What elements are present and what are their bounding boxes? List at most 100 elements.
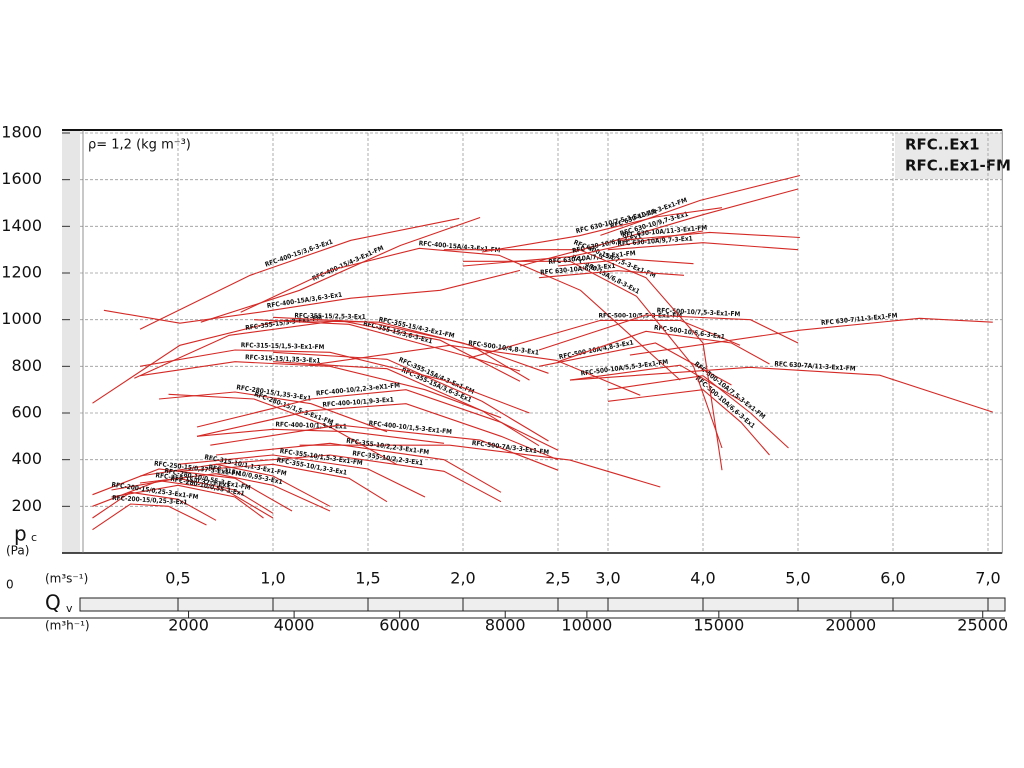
- fan-curve: [557, 330, 770, 365]
- curve-label: RFC-400-15/4-3-Ex1-FM: [311, 244, 385, 283]
- fan-curve: [607, 389, 770, 456]
- x-axis-label: Q: [45, 591, 61, 615]
- y-tick-label: 400: [11, 449, 42, 468]
- y-axis-unit: (Pa): [6, 544, 29, 558]
- curve-label: RFC-500-7A/3-3-Ex1-FM: [471, 439, 549, 457]
- x-tick-label: 2,0: [450, 569, 475, 588]
- fan-curve: [139, 361, 502, 419]
- curve-label: RFC-500-10/7,5-3-Ex1-FM: [657, 306, 741, 318]
- curve-label: RFC-500-10/5,5-3-Ex1-FM: [598, 311, 682, 319]
- y-tick-label: 1000: [1, 309, 42, 328]
- y-tick-label: 1400: [1, 216, 42, 235]
- curve-label: RFC-500-10A/5,5-3-Ex1-FM: [580, 358, 669, 378]
- fan-curve: [569, 366, 993, 413]
- origin-label: 0: [6, 578, 14, 592]
- curve-label: RFC-315-15/1,5-3-Ex1-FM: [241, 341, 325, 351]
- y-tick-label: 200: [11, 496, 42, 515]
- x-tick-label: 1,0: [260, 569, 285, 588]
- x-tick-label: 4,0: [690, 569, 715, 588]
- x2-tick-label: 8000: [485, 616, 526, 635]
- fan-curve: [620, 231, 800, 241]
- fan-curve: [519, 188, 799, 267]
- fan-curve: [538, 270, 685, 279]
- fan-curve: [253, 319, 521, 372]
- x-tick-label: 7,0: [975, 569, 1000, 588]
- fan-curve: [215, 442, 502, 493]
- fan-curve: [607, 375, 789, 449]
- y-axis-label: p: [14, 522, 27, 546]
- curve-label: RFC-400-10/1,5-3-Ex1-FM: [368, 419, 452, 436]
- curve-label: RFC-500-10/6,6-3-Ex1: [654, 323, 726, 341]
- x2-tick-label: 20000: [825, 616, 876, 635]
- fan-curve: [111, 484, 264, 519]
- x-axis-label-sub: v: [66, 602, 73, 615]
- curves: RFC-400-15/3,6-3-Ex1RFC-400-15/4-3-Ex1-F…: [92, 174, 993, 531]
- x2-tick-label: 4000: [274, 616, 315, 635]
- fan-curve: [134, 319, 521, 382]
- x-tick-label: 3,0: [595, 569, 620, 588]
- y-tick-label: 1200: [1, 263, 42, 282]
- y-axis-label-sub: c: [31, 531, 37, 544]
- fan-curve: [607, 242, 799, 251]
- fan-curve: [629, 317, 993, 356]
- x-tick-label: 0,5: [165, 569, 190, 588]
- fan-curve: [111, 477, 274, 514]
- fan-curve: [538, 314, 799, 351]
- x2-tick-label: 2000: [168, 616, 209, 635]
- x-tick-label: 1,5: [355, 569, 380, 588]
- x2-axis-unit: (m³h⁻¹): [45, 619, 90, 633]
- fan-curve: [210, 424, 559, 471]
- fan-curve: [92, 491, 217, 521]
- fan-curve: [92, 503, 207, 531]
- fan-curve: [139, 217, 460, 330]
- fan-curve: [196, 403, 559, 461]
- y-tick-label: 1600: [1, 169, 42, 188]
- fan-curve: [600, 174, 801, 236]
- fan-curve: [196, 428, 445, 444]
- y-tick-label: 600: [11, 403, 42, 422]
- x2-tick-label: 25000: [957, 616, 1008, 635]
- fan-curve: [272, 351, 549, 442]
- title-box: [895, 133, 1003, 179]
- curve-label: RFC-315-15/1,35-3-Ex1: [245, 353, 321, 365]
- density-note: ρ= 1,2 (kg m⁻³): [88, 138, 191, 153]
- curve-label: RFC-400-15A/3,6-3-Ex1: [266, 291, 342, 310]
- fan-curve: [272, 316, 549, 374]
- curve-label: RFC-400-15/3,6-3-Ex1: [264, 238, 334, 269]
- curve-label: RFC-400-10/1,3-3-Ex1: [275, 420, 347, 430]
- fan-curve: [177, 463, 388, 503]
- y-axis-band: [62, 130, 80, 553]
- x-tick-label: 2,5: [545, 569, 570, 588]
- fan-curve: [240, 247, 681, 381]
- fan-curve: [468, 319, 741, 359]
- fan-curve: [139, 349, 530, 414]
- fan-curve: [103, 269, 521, 324]
- fan-curve: [196, 389, 559, 451]
- x-tick-label: 6,0: [880, 569, 905, 588]
- x2-tick-label: 10000: [561, 616, 612, 635]
- y-tick-label: 800: [11, 356, 42, 375]
- fan-curve: [139, 463, 331, 507]
- fan-curve: [215, 454, 502, 503]
- x2-tick-label: 15000: [693, 616, 744, 635]
- chart-title: RFC..Ex1-FM: [905, 157, 1011, 175]
- fan-curve: [92, 468, 293, 512]
- chart-title: RFC..Ex1: [905, 136, 980, 154]
- fan-curve: [200, 216, 481, 323]
- fan-curve: [481, 207, 723, 253]
- fan-curve: [299, 444, 661, 488]
- fan-curve: [177, 454, 426, 498]
- fan-curve: [92, 480, 274, 519]
- x-tick-label: 5,0: [785, 569, 810, 588]
- y-tick-label: 1800: [1, 123, 42, 142]
- fan-curve: [557, 258, 694, 267]
- curve-label: RFC-500-10/4,8-3-Ex1: [468, 339, 540, 357]
- fan-curve: [444, 249, 723, 471]
- curve-label: RFC-355-15/2,5-3-Ex1: [294, 312, 366, 321]
- x-axis-unit: (m³s⁻¹): [45, 572, 88, 586]
- x2-tick-label: 6000: [379, 616, 420, 635]
- fan-curve: [538, 342, 732, 386]
- flow-bar: [79, 597, 1006, 612]
